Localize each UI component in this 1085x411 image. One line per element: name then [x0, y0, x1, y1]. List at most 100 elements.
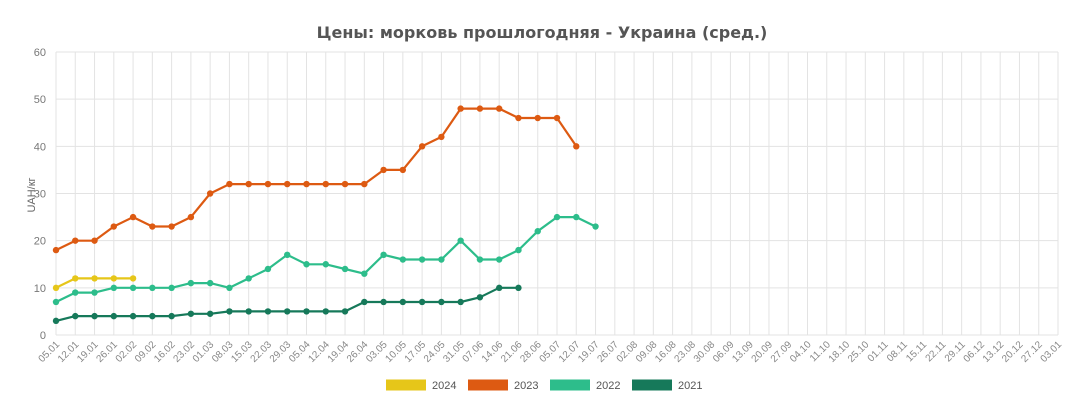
legend-swatch: [632, 379, 672, 391]
legend-swatch: [468, 379, 508, 391]
data-point-2024: [72, 275, 79, 282]
data-point-2022: [553, 213, 561, 221]
data-point-2024: [110, 275, 118, 282]
data-point-2023: [399, 166, 407, 174]
legend-label: 2021: [678, 380, 702, 392]
data-point-2022: [245, 275, 252, 282]
y-axis-label: UAH/кг: [26, 177, 38, 212]
data-point-2022: [264, 265, 272, 273]
y-tick-label: 10: [34, 283, 46, 295]
data-point-2022: [515, 246, 522, 254]
x-tick-label: 08.11: [885, 339, 910, 364]
data-point-2023: [168, 223, 175, 230]
data-point-2021: [399, 298, 407, 306]
data-point-2022: [168, 284, 175, 292]
data-point-2023: [553, 114, 561, 122]
data-point-2022: [534, 228, 541, 235]
data-point-2022: [284, 251, 291, 259]
series-2023: [52, 105, 580, 254]
x-tick-label: 22.11: [924, 339, 949, 364]
x-axis-ticks: 05.0112.0119.0126.0102.0209.0216.0223.02…: [37, 339, 1065, 365]
data-point-2021: [187, 310, 195, 317]
chart-title: Цены: морковь прошлогодняя - Украина (ср…: [317, 23, 768, 42]
data-point-2023: [457, 105, 464, 112]
x-tick-label: 25.10: [846, 339, 872, 365]
data-point-2024: [91, 275, 98, 282]
data-point-2021: [264, 308, 272, 315]
data-point-2021: [303, 308, 310, 315]
x-tick-label: 04.10: [788, 339, 814, 365]
legend-item-2024: 2024: [386, 379, 456, 392]
y-tick-label: 20: [34, 236, 46, 248]
y-tick-label: 30: [34, 189, 46, 201]
data-point-2021: [515, 284, 522, 292]
legend-item-2022: 2022: [550, 379, 620, 392]
data-point-2022: [457, 237, 464, 244]
data-point-2023: [515, 114, 522, 122]
data-point-2022: [495, 256, 503, 263]
data-point-2022: [303, 261, 310, 268]
data-point-2022: [573, 213, 580, 221]
data-point-2023: [438, 133, 445, 141]
data-point-2023: [361, 180, 368, 188]
legend-swatch: [386, 379, 426, 391]
data-point-2021: [149, 312, 156, 320]
data-point-2023: [341, 180, 349, 188]
data-point-2023: [264, 180, 272, 188]
data-point-2022: [438, 256, 445, 263]
data-point-2021: [91, 312, 98, 320]
series-2021: [52, 284, 522, 325]
data-point-2023: [91, 237, 98, 244]
data-point-2022: [149, 284, 156, 292]
data-point-2023: [110, 223, 118, 230]
data-point-2022: [341, 265, 349, 273]
data-point-2023: [380, 166, 387, 174]
data-point-2021: [284, 308, 291, 315]
data-point-2022: [361, 270, 368, 277]
data-point-2021: [110, 312, 118, 320]
data-point-2023: [52, 246, 60, 254]
legend-label: 2023: [514, 380, 538, 392]
data-point-2023: [284, 180, 291, 188]
data-point-2023: [322, 180, 329, 188]
data-point-2021: [457, 298, 464, 306]
data-point-2022: [399, 256, 407, 263]
data-point-2024: [52, 284, 60, 292]
data-point-2022: [110, 284, 118, 292]
grid: [55, 51, 1059, 336]
data-point-2023: [573, 143, 580, 150]
legend-label: 2022: [596, 380, 620, 392]
x-tick-label: 01.11: [866, 339, 891, 364]
data-point-2022: [476, 256, 484, 263]
data-point-2022: [206, 279, 214, 287]
data-point-2023: [534, 114, 541, 122]
data-point-2021: [72, 312, 79, 320]
legend-label: 2024: [432, 380, 456, 392]
data-point-2023: [72, 237, 79, 244]
data-point-2021: [129, 312, 137, 320]
data-point-2022: [91, 289, 98, 296]
y-tick-label: 0: [40, 330, 46, 342]
data-point-2022: [226, 284, 233, 292]
series-2024: [52, 275, 137, 292]
x-tick-label: 15.11: [904, 339, 929, 364]
data-point-2021: [245, 308, 252, 315]
data-point-2023: [245, 180, 252, 188]
series: [52, 105, 599, 325]
data-point-2024: [129, 275, 137, 282]
data-point-2021: [438, 298, 445, 306]
data-point-2023: [187, 213, 195, 221]
data-point-2022: [52, 298, 60, 306]
series-line-2023: [54, 107, 578, 252]
data-point-2021: [380, 298, 387, 306]
data-point-2021: [361, 298, 368, 306]
data-point-2022: [380, 251, 387, 259]
x-tick-label: 03.01: [1039, 339, 1065, 365]
data-point-2023: [129, 213, 137, 221]
data-point-2023: [303, 180, 310, 188]
data-point-2023: [495, 105, 503, 112]
data-point-2023: [418, 143, 426, 150]
data-point-2021: [226, 308, 233, 315]
